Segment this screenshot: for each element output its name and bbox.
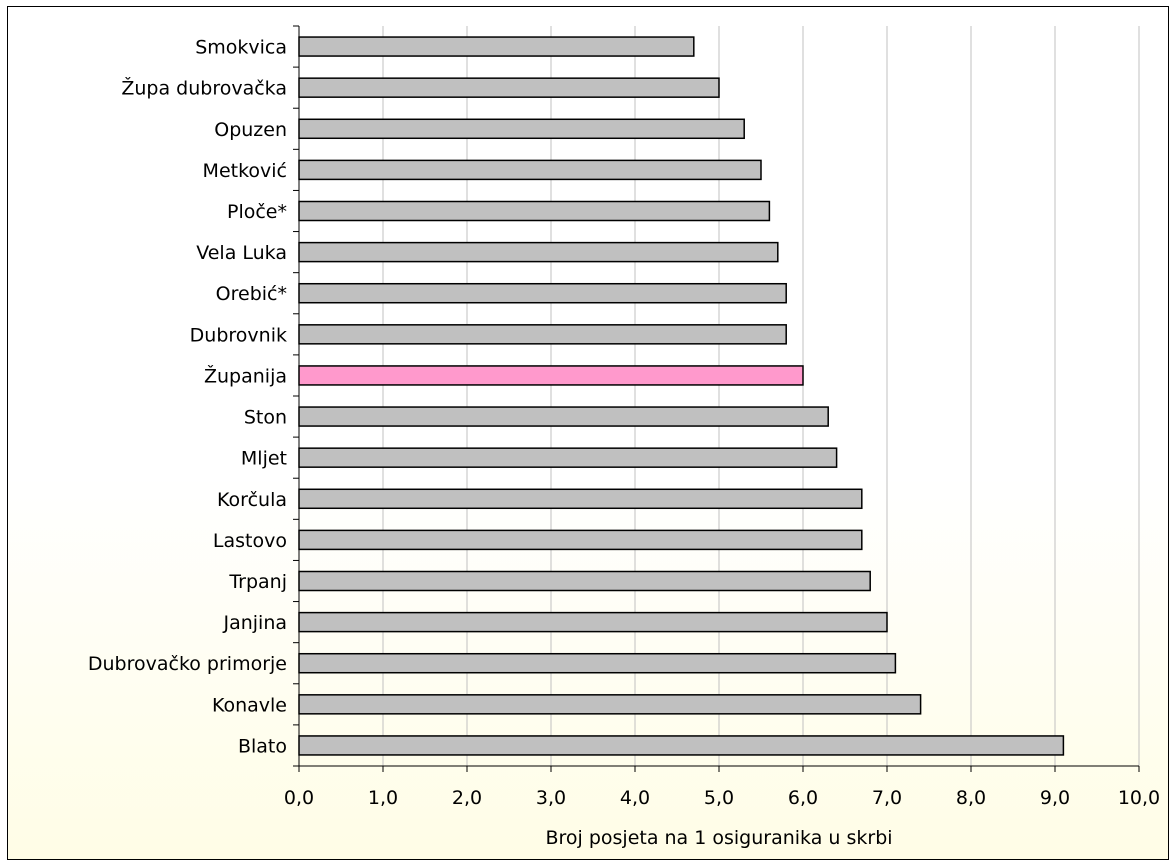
bar [298, 570, 871, 592]
category-label: Korčula [217, 489, 287, 511]
category-label: Ploče* [227, 201, 287, 223]
bar [298, 652, 897, 674]
bar [298, 694, 922, 715]
bar [298, 36, 695, 57]
bar [298, 159, 762, 181]
x-tick-label: 6,0 [788, 787, 818, 809]
bar [298, 735, 1065, 756]
bar [298, 77, 720, 98]
category-label: Dubrovačko primorje [88, 653, 287, 675]
x-axis-title: Broj posjeta na 1 osiguranika u skrbi [545, 827, 892, 849]
category-label: Županija [204, 364, 287, 387]
category-labels: Smokvica Župa dubrovačka Opuzen Metković Plo… [88, 37, 287, 758]
bar [298, 365, 804, 386]
category-label: Smokvica [195, 37, 287, 59]
bar [298, 324, 787, 345]
category-label: Konavle [212, 694, 287, 716]
x-tick-label: 1,0 [368, 787, 398, 809]
bar [298, 241, 779, 263]
bar [298, 200, 771, 222]
bar [298, 447, 838, 468]
x-tick-label: 3,0 [536, 787, 566, 809]
category-label: Janjina [222, 612, 287, 634]
bar [298, 282, 787, 304]
chart-area: Smokvica Župa dubrovačka Opuzen Metković Plo… [7, 6, 1169, 860]
x-tick-label: 7,0 [872, 787, 902, 809]
x-tick-label: 2,0 [452, 787, 482, 809]
x-tick-labels: 0,0 1,0 2,0 3,0 4,0 5,0 6,0 7,0 8,0 9,0 10,0 [284, 787, 1160, 809]
bar [298, 118, 745, 140]
gridlines [382, 26, 1140, 766]
category-label: Mljet [241, 448, 287, 470]
bars [298, 36, 1065, 756]
category-label: Metković [203, 160, 287, 182]
x-tick-label: 8,0 [956, 787, 986, 809]
category-label: Vela Luka [196, 242, 287, 264]
category-label: Župa dubrovačka [121, 77, 287, 100]
category-label: Orebić* [216, 283, 287, 305]
category-label: Trpanj [228, 571, 287, 593]
category-label: Blato [238, 735, 287, 757]
bar [298, 529, 863, 551]
bar [298, 406, 829, 427]
category-label: Dubrovnik [190, 324, 287, 346]
category-label: Ston [244, 407, 287, 429]
x-tick-label: 5,0 [704, 787, 734, 809]
category-label: Lastovo [213, 530, 287, 552]
category-label: Opuzen [214, 119, 287, 141]
bar-chart: Smokvica Župa dubrovačka Opuzen Metković Plo… [88, 25, 1160, 849]
axes [293, 25, 1140, 772]
x-tick-label: 9,0 [1040, 787, 1070, 809]
x-tick-label: 0,0 [284, 787, 314, 809]
x-tick-label: 4,0 [620, 787, 650, 809]
bar [298, 611, 888, 633]
x-tick-label: 10,0 [1118, 787, 1160, 809]
bar [298, 488, 863, 510]
